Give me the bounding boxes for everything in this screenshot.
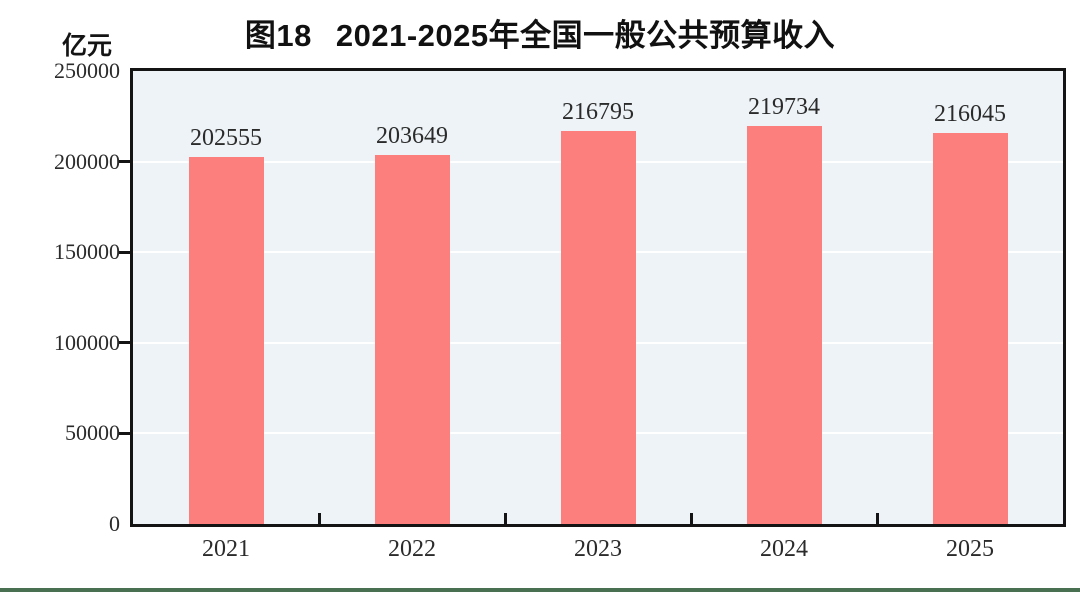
x-axis-label: 2024 [760,536,808,562]
figure-number-label: 图18 [244,18,312,53]
x-axis-label: 2023 [574,536,622,562]
plot-area: 202555 203649 216795 219734 216045 [130,68,1066,527]
bar-value-label: 216045 [934,100,1006,127]
bar-value-label: 203649 [376,123,448,149]
x-axis-tick [689,513,693,524]
y-axis-tick-label: 150000 [54,239,120,265]
chart-title: 图18 2021-2025年全国一般公共预算收入 [0,10,1080,55]
bar-value-label: 216795 [562,99,634,126]
y-axis-tick-label: 0 [109,511,120,536]
x-axis-tick [503,513,507,524]
x-axis-tick [317,513,321,524]
y-axis-unit-label: 亿元 [62,32,113,60]
chart-title-text: 2021-2025年全国一般公共预算收入 [335,18,836,53]
bar [560,131,636,524]
x-axis-tick [875,513,879,524]
bar-value-label: 219734 [748,93,820,120]
bar-value-label: 202555 [190,124,262,151]
y-axis-tick-label: 50000 [65,420,120,446]
x-axis-label: 2022 [388,536,436,562]
x-axis-label: 2021 [202,536,250,562]
y-axis-tick [119,341,131,345]
bar [188,156,264,524]
y-axis-tick-label: 250000 [54,58,120,83]
y-axis-tick [119,250,131,254]
bar [374,155,450,524]
bar [932,132,1008,524]
y-axis-tick [119,431,131,435]
bar [746,125,822,524]
y-axis-tick [119,160,131,164]
y-axis-tick-label: 100000 [54,329,120,355]
x-axis-label: 2025 [946,536,994,562]
y-axis-tick-label: 200000 [54,148,120,174]
footer-accent-bar [0,588,1080,592]
